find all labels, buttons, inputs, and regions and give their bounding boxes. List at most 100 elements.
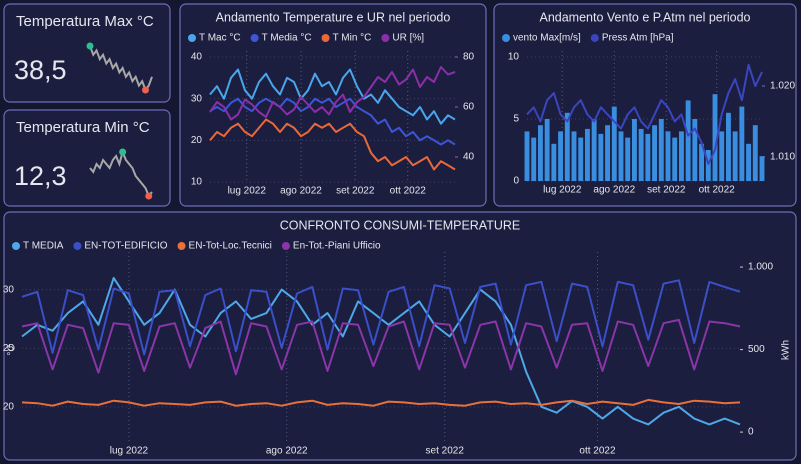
x-tick-label: ott 2022 xyxy=(579,446,616,457)
bar xyxy=(732,131,738,181)
y-tick-label: 30 xyxy=(3,284,15,295)
y2-tick-label: 1.000 xyxy=(748,262,773,273)
bar xyxy=(678,131,684,181)
bar xyxy=(672,137,678,181)
x-tick-label: ago 2022 xyxy=(593,185,635,196)
bar xyxy=(584,128,590,181)
y-axis-label: °C xyxy=(7,344,18,355)
x-tick-label: lug 2022 xyxy=(228,186,267,197)
bar xyxy=(605,125,611,181)
y-tick-label: 5 xyxy=(513,114,519,125)
x-tick-label: set 2022 xyxy=(336,186,375,197)
panel xyxy=(179,3,487,207)
y2-tick-label: 80 xyxy=(463,52,475,63)
y-tick-label: 25 xyxy=(3,343,15,354)
y2-tick-label: 1.010 xyxy=(770,152,795,163)
x-tick-label: set 2022 xyxy=(426,446,465,457)
bar xyxy=(759,156,765,181)
bar xyxy=(558,131,564,181)
bar xyxy=(578,137,584,181)
legend-dot xyxy=(177,242,186,250)
bar xyxy=(618,131,624,181)
legend-label: T MEDIA xyxy=(23,241,64,252)
series-line xyxy=(209,97,456,146)
bar xyxy=(725,112,731,181)
y-tick-label: 0 xyxy=(513,176,519,187)
y2-tick-label: 40 xyxy=(463,152,475,163)
bar xyxy=(746,143,752,181)
series-line xyxy=(209,66,456,121)
chart-title: Andamento Temperature e UR nel periodo xyxy=(216,10,451,24)
x-tick-label: ott 2022 xyxy=(390,186,427,197)
bar xyxy=(544,119,550,181)
sparkline xyxy=(89,148,153,198)
series-line xyxy=(21,398,741,407)
legend-dot xyxy=(250,34,259,42)
bar xyxy=(705,150,711,181)
bar xyxy=(598,133,604,181)
legend-dot xyxy=(12,242,20,250)
x-tick-label: ago 2022 xyxy=(280,186,322,197)
y2-tick-label: 0 xyxy=(748,427,754,438)
bar xyxy=(571,131,577,181)
sparkline xyxy=(89,45,153,93)
panel xyxy=(3,109,171,207)
y-tick-label: 10 xyxy=(508,52,520,63)
bar xyxy=(712,94,718,181)
y2-tick-label: 60 xyxy=(463,102,475,113)
legend-dot xyxy=(502,34,510,42)
bar xyxy=(665,131,671,181)
card-title: Temperatura Min °C xyxy=(16,119,150,136)
chart-title: CONFRONTO CONSUMI-TEMPERATURE xyxy=(280,218,521,232)
bar xyxy=(658,119,664,181)
y-tick-label: 10 xyxy=(191,177,203,188)
bar xyxy=(685,100,691,181)
series-line xyxy=(21,318,741,376)
legend-dot xyxy=(381,34,390,42)
legend-dot xyxy=(73,242,82,250)
series-line xyxy=(21,279,741,356)
panel xyxy=(3,211,797,461)
panel xyxy=(3,3,171,103)
bar xyxy=(752,125,758,181)
legend-dot xyxy=(188,34,196,42)
y-tick-label: 40 xyxy=(191,52,203,63)
x-tick-label: set 2022 xyxy=(647,185,686,196)
bar xyxy=(564,112,570,181)
y2-axis-label: kWh xyxy=(781,340,792,360)
bar xyxy=(591,119,597,181)
bar xyxy=(625,137,631,181)
low-point xyxy=(141,86,149,94)
bar xyxy=(611,106,617,181)
bar xyxy=(551,143,557,181)
low-point xyxy=(145,192,153,200)
bar xyxy=(524,131,530,181)
card-title: Temperatura Max °C xyxy=(16,13,154,30)
series-line xyxy=(526,63,763,165)
bar xyxy=(719,131,725,181)
x-tick-label: lug 2022 xyxy=(110,446,149,457)
card-value: 12,3 xyxy=(14,161,67,191)
high-point xyxy=(119,148,127,156)
bar xyxy=(692,119,698,181)
y2-tick-label: 500 xyxy=(748,344,765,355)
bar xyxy=(638,128,644,181)
card-value: 38,5 xyxy=(14,55,67,85)
bar xyxy=(699,143,705,181)
series-line xyxy=(209,68,456,125)
bar xyxy=(631,119,637,181)
legend-label: EN-Tot-Loc.Tecnici xyxy=(189,241,272,252)
x-tick-label: ago 2022 xyxy=(266,446,308,457)
bar xyxy=(537,125,543,181)
bar xyxy=(531,137,537,181)
legend-dot xyxy=(590,34,599,42)
legend-label: vento Max[m/s] xyxy=(513,33,581,44)
y-tick-label: 20 xyxy=(191,135,203,146)
series-line xyxy=(209,118,456,171)
legend-label: T Min °C xyxy=(333,33,372,44)
y-tick-label: 30 xyxy=(191,93,203,104)
chart-title: Andamento Vento e P.Atm nel periodo xyxy=(539,10,750,24)
legend-dot xyxy=(281,242,290,250)
bar xyxy=(652,125,658,181)
